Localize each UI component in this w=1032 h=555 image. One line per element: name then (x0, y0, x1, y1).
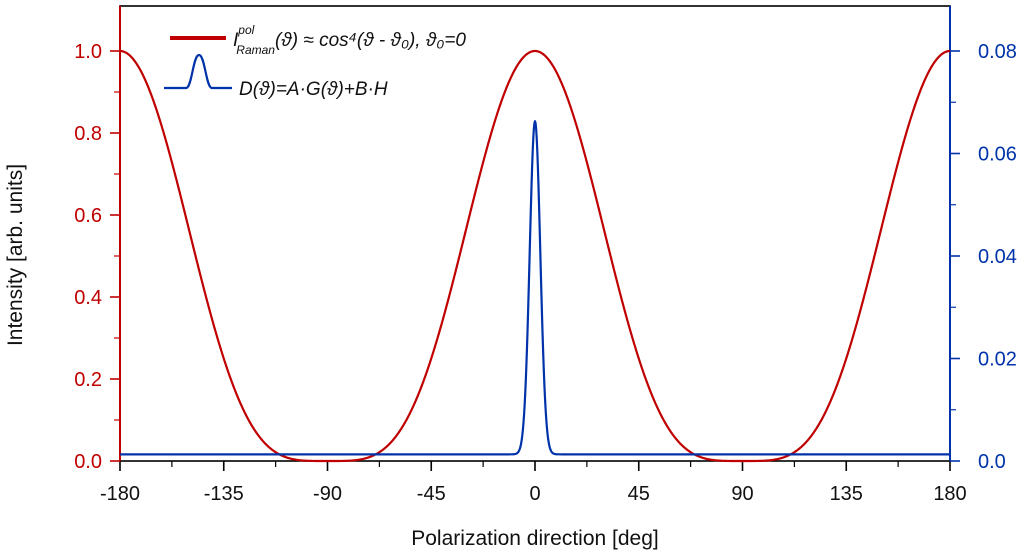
legend-raman-sup: pol (237, 23, 254, 37)
x-axis: -180 -135 -90 -45 0 45 90 135 180 (100, 461, 967, 505)
legend-label-gaussian: D(ϑ)=A·G(ϑ)+B·H (239, 79, 388, 100)
y-right-tick-label: 0.04 (978, 246, 1017, 268)
x-tick-label: 135 (830, 483, 863, 505)
right-y-axis: 0.0 0.02 0.04 0.06 0.08 (950, 41, 1017, 473)
y-right-tick-label: 0.02 (978, 349, 1017, 371)
legend-raman-sub: Raman (236, 43, 275, 57)
x-tick-label: -180 (100, 483, 140, 505)
x-tick-label: -45 (417, 483, 446, 505)
y-axis-title: Intensity [arb. units] (4, 164, 27, 346)
y-left-tick-label: 1.0 (74, 41, 102, 63)
y-right-tick-label: 0.06 (978, 144, 1017, 166)
series-line-raman-cos4 (119, 49, 951, 463)
x-tick-label: 0 (529, 483, 540, 505)
y-right-tick-label: 0.0 (978, 451, 1006, 473)
series-line-gaussian-detector (119, 120, 951, 456)
plot-frame (119, 5, 951, 462)
x-tick-label: -90 (313, 483, 342, 505)
x-tick-label: 180 (933, 483, 966, 505)
x-tick-label: -135 (204, 483, 244, 505)
y-left-tick-label: 0.0 (74, 451, 102, 473)
y-right-tick-label: 0.08 (978, 41, 1017, 63)
legend-label-raman: Ipol Raman(ϑ) ≈ cos⁴(ϑ - ϑ₀), ϑ₀=0 (233, 23, 466, 57)
legend-swatch-gaussian (164, 53, 232, 90)
x-tick-label: 90 (731, 483, 753, 505)
y-left-tick-label: 0.4 (74, 287, 102, 309)
legend-raman-rest: (ϑ) ≈ cos⁴(ϑ - ϑ₀), ϑ₀=0 (275, 30, 466, 51)
legend-raman-symbol: I (233, 30, 239, 51)
y-left-tick-label: 0.8 (74, 123, 102, 145)
x-axis-title: Polarization direction [deg] (411, 527, 658, 550)
x-tick-label: 45 (628, 483, 650, 505)
y-left-tick-label: 0.2 (74, 369, 102, 391)
y-left-tick-label: 0.6 (74, 205, 102, 227)
left-y-axis: 0.0 0.2 0.4 0.6 0.8 1.0 (74, 41, 120, 473)
series-layer (119, 49, 951, 463)
legend: Ipol Raman(ϑ) ≈ cos⁴(ϑ - ϑ₀), ϑ₀=0 D(ϑ)=A… (164, 23, 466, 100)
